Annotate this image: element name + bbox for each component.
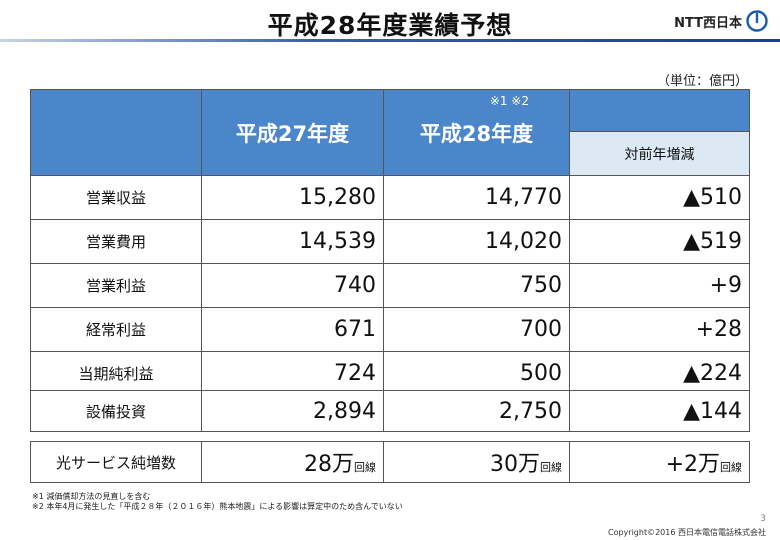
header-fy27: 平成27年度 [201,89,384,176]
fiber-unit: 回線 [540,461,562,474]
change-value: +9 [569,263,750,308]
change-value: ▲519 [569,219,750,264]
fiber-fy27-value: 28万 [304,452,354,477]
table-row: 光サービス純増数 28万回線 30万回線 +2万回線 [30,441,750,483]
fiber-fy28: 30万回線 [383,441,570,483]
fiber-fy28-value: 30万 [490,452,540,477]
unit-note: （単位：億円） [656,74,748,89]
change-value: ▲224 [569,351,750,396]
header-change-pad [569,89,750,132]
table-row: 当期純利益 724 500 ▲224 [30,351,750,396]
row-label: 営業収益 [30,175,202,220]
footnotes: ※1 減価償却方法の見直しを含む ※2 本年4月に発生した「平成２８年（２０１６… [32,492,403,512]
capex-change: ▲144 [569,390,750,432]
footnote-2: ※2 本年4月に発生した「平成２８年（２０１６年）熊本地震」による影響は算定中の… [32,502,403,511]
company-logo: NTT西日本 [674,10,768,32]
header-fy28-label: 平成28年度 [419,121,534,146]
financial-table: 平成27年度 ※1 ※2 平成28年度 対前年増減 営業収益 15,280 14… [30,89,750,396]
row-label: 営業費用 [30,219,202,264]
fiber-unit: 回線 [720,461,742,474]
footnote-1: ※1 減価償却方法の見直しを含む [32,492,151,501]
fy28-value: 700 [383,307,570,352]
table-row: 営業収益 15,280 14,770 ▲510 [30,175,750,220]
title-rule [0,39,780,42]
header-change: 対前年増減 [569,131,750,176]
fiber-change: +2万回線 [569,441,750,483]
capex-fy28: 2,750 [383,390,570,432]
fy27-value: 671 [201,307,384,352]
fy27-value: 14,539 [201,219,384,264]
capex-fy27: 2,894 [201,390,384,432]
change-value: +28 [569,307,750,352]
logo-text: NTT西日本 [674,15,742,31]
capex-table: 設備投資 2,894 2,750 ▲144 [30,390,750,432]
capex-label: 設備投資 [30,390,202,432]
fy27-value: 724 [201,351,384,396]
header-fy28: ※1 ※2 平成28年度 [383,89,570,176]
fy27-value: 15,280 [201,175,384,220]
page-number: 3 [760,514,766,524]
row-label: 営業利益 [30,263,202,308]
table-row: 設備投資 2,894 2,750 ▲144 [30,390,750,432]
copyright: Copyright©2016 西日本電信電話株式会社 [608,528,766,537]
fiber-change-value: +2万 [665,452,720,477]
row-label: 当期純利益 [30,351,202,396]
fiber-label: 光サービス純増数 [30,441,202,483]
fiber-unit: 回線 [354,461,376,474]
table-row: 営業費用 14,539 14,020 ▲519 [30,219,750,264]
fiber-fy27: 28万回線 [201,441,384,483]
change-value: ▲510 [569,175,750,220]
header-blank [30,89,202,176]
fy28-value: 14,770 [383,175,570,220]
fiber-table: 光サービス純増数 28万回線 30万回線 +2万回線 [30,441,750,483]
table-row: 経常利益 671 700 +28 [30,307,750,352]
fy28-value: 750 [383,263,570,308]
header-fy28-notes: ※1 ※2 [489,94,529,108]
fy28-value: 500 [383,351,570,396]
page-title: 平成28年度業績予想 [267,11,513,40]
table-row: 営業利益 740 750 +9 [30,263,750,308]
ntt-logo-icon [746,10,768,32]
row-label: 経常利益 [30,307,202,352]
fy27-value: 740 [201,263,384,308]
fy28-value: 14,020 [383,219,570,264]
